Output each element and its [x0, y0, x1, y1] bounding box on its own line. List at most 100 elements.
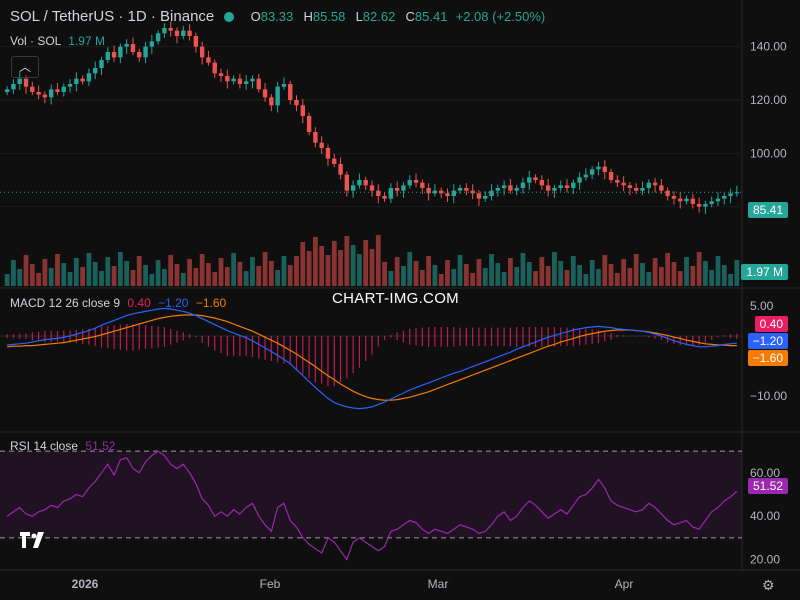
volume-bar: [92, 262, 98, 286]
macd-histogram-bar: [270, 336, 272, 362]
macd-histogram-bar: [6, 334, 8, 339]
macd-histogram-bar: [736, 333, 738, 339]
volume-bar: [174, 264, 180, 286]
symbol-title[interactable]: SOL / TetherUS · 1D · Binance: [10, 8, 215, 25]
candle: [615, 180, 620, 183]
candle: [48, 89, 54, 98]
candle: [722, 196, 727, 199]
volume-bar: [715, 256, 721, 286]
macd-histogram-bar: [113, 325, 115, 349]
macd-histogram-bar: [434, 327, 436, 347]
candle: [571, 182, 576, 188]
macd-histogram-bar: [371, 336, 373, 355]
macd-histogram-bar: [572, 327, 574, 347]
macd-histogram-bar: [226, 336, 228, 356]
macd-histogram-bar: [585, 328, 587, 345]
macd-label: MACD 12 26 close 9: [10, 296, 121, 310]
macd-histogram-bar: [201, 336, 203, 343]
macd-histogram-bar: [465, 327, 467, 347]
macd-histogram-bar: [415, 328, 417, 346]
macd-histogram-bar: [390, 334, 392, 338]
macd-histogram-bar: [321, 336, 323, 384]
volume-bar: [596, 269, 601, 286]
candle: [11, 84, 16, 90]
collapse-legend-button[interactable]: ︿: [11, 56, 39, 78]
candle: [332, 158, 337, 164]
chevron-up-icon: ︿: [18, 60, 31, 74]
candle: [162, 28, 167, 34]
volume-bar: [325, 255, 331, 286]
macd-histogram-bar: [82, 329, 84, 344]
open-label: O: [250, 9, 261, 24]
candle: [420, 182, 425, 188]
volume-bar: [250, 257, 255, 286]
candle: [369, 185, 375, 191]
volume-bar: [306, 251, 312, 286]
volume-bar: [627, 268, 633, 286]
macd-histogram-bar: [31, 332, 33, 341]
volume-bar: [721, 265, 727, 286]
volume-bar: [275, 270, 281, 286]
volume-bar: [413, 261, 419, 286]
volume-bar: [577, 265, 582, 286]
macd-histogram-bar: [717, 336, 719, 338]
candle: [243, 81, 249, 84]
candle: [143, 46, 148, 58]
volume-bar: [407, 252, 413, 286]
candle: [149, 41, 155, 47]
macd-histogram-bar: [107, 325, 109, 349]
candle: [438, 190, 444, 194]
candle: [382, 196, 387, 199]
macd-signal-value: −1.60: [195, 296, 227, 310]
volume-bar: [482, 268, 488, 286]
macd-histogram-bar: [453, 327, 455, 347]
candle: [583, 174, 589, 178]
candle: [501, 185, 507, 188]
volume-bar: [29, 264, 35, 286]
macd-line: [7, 307, 737, 410]
high-value: 85.58: [312, 9, 346, 24]
volume-bar: [168, 255, 174, 286]
volume-bar: [363, 240, 369, 286]
volume-bar: [602, 255, 608, 286]
candle: [231, 78, 236, 82]
volume-bar: [149, 274, 155, 286]
macd-histogram-bar: [308, 336, 310, 379]
macd-histogram-bar: [528, 327, 530, 347]
rsi-tick-label: 40.00: [750, 509, 780, 523]
macd-histogram-bar: [151, 325, 153, 349]
volume-bar: [143, 265, 148, 286]
volume-bar: [212, 272, 218, 286]
macd-histogram-bar: [339, 336, 342, 383]
macd-histogram-bar: [365, 336, 367, 362]
volume-bar: [124, 261, 130, 286]
volume-bar: [55, 254, 60, 286]
settings-gear-icon[interactable]: ⚙: [762, 577, 775, 593]
candle: [671, 196, 677, 199]
candle: [55, 89, 60, 92]
candle: [527, 177, 532, 183]
candle: [206, 57, 211, 63]
volume-bar: [633, 254, 639, 286]
volume-bar: [331, 241, 337, 286]
macd-histogram-bar: [478, 327, 480, 347]
volume-bar: [105, 257, 111, 286]
candle: [225, 76, 230, 82]
volume-bar: [684, 257, 689, 286]
macd-histogram-bar: [100, 326, 103, 348]
macd-histogram-bar: [667, 336, 669, 343]
candle: [564, 185, 570, 188]
volume-bar: [445, 260, 450, 286]
candle: [281, 84, 287, 87]
macd-histogram-bar: [484, 327, 486, 347]
watermark: CHART-IMG.COM: [332, 290, 459, 307]
candle: [558, 185, 563, 188]
macd-histogram-bar: [19, 333, 21, 339]
volume-bar: [539, 257, 545, 286]
candle: [67, 84, 73, 87]
volume-bar: [508, 258, 513, 286]
candle: [376, 190, 381, 196]
volume-bar: [476, 259, 482, 286]
candle: [539, 180, 545, 186]
